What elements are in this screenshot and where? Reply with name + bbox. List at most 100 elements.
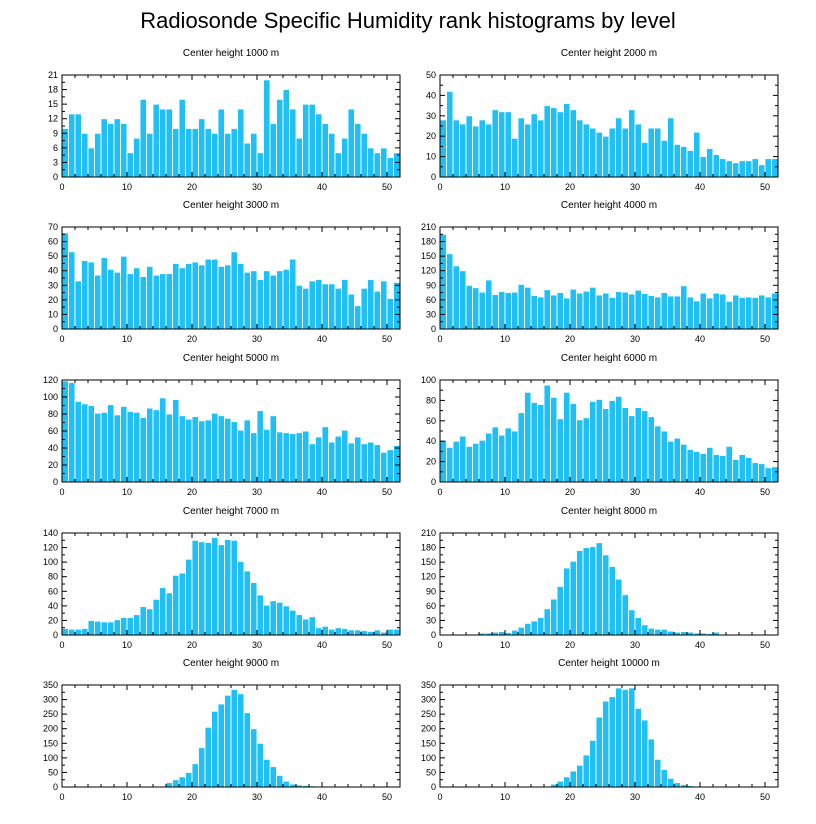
histogram-bar bbox=[107, 621, 115, 636]
x-tick-label: 10 bbox=[500, 792, 510, 802]
histogram-bar bbox=[654, 127, 662, 178]
y-tick-label: 350 bbox=[421, 680, 436, 690]
histogram-bar bbox=[185, 771, 193, 788]
histogram-bar bbox=[100, 118, 108, 178]
histogram-bar bbox=[302, 618, 310, 636]
histogram-bar bbox=[308, 616, 316, 636]
histogram-bar bbox=[634, 289, 642, 330]
x-tick-label: 50 bbox=[382, 182, 392, 192]
histogram-bar bbox=[569, 403, 577, 483]
histogram-bar bbox=[693, 131, 701, 178]
histogram-bar bbox=[315, 627, 323, 636]
x-tick-label: 40 bbox=[317, 334, 327, 344]
histogram-bar bbox=[602, 292, 610, 330]
histogram-bar bbox=[178, 415, 186, 483]
y-tick-label: 40 bbox=[426, 90, 436, 100]
histogram-bar bbox=[452, 119, 460, 178]
x-tick-label: 50 bbox=[382, 487, 392, 497]
histogram-bar bbox=[517, 283, 525, 330]
histogram-bar bbox=[367, 147, 375, 178]
histogram-bar bbox=[68, 382, 76, 483]
y-tick-label: 40 bbox=[48, 601, 58, 611]
histogram-bar bbox=[751, 462, 759, 483]
histogram-bar bbox=[341, 137, 349, 178]
histogram-bar bbox=[152, 409, 160, 483]
histogram-bar bbox=[491, 294, 499, 330]
histogram-bar bbox=[478, 291, 486, 330]
y-tick-label: 120 bbox=[43, 543, 58, 553]
histogram-bar bbox=[608, 296, 616, 330]
x-tick-label: 0 bbox=[437, 487, 442, 497]
histogram-bar bbox=[185, 418, 193, 483]
histogram-bar bbox=[133, 267, 141, 330]
histogram-bar bbox=[386, 628, 394, 636]
histogram-bar bbox=[680, 145, 688, 178]
histogram-bar bbox=[504, 111, 512, 178]
histogram-bar bbox=[686, 448, 694, 483]
histogram-bar bbox=[211, 536, 219, 636]
histogram-bar bbox=[764, 467, 772, 483]
histogram-bar bbox=[738, 296, 746, 330]
y-tick-label: 200 bbox=[43, 724, 58, 734]
histogram-bar bbox=[576, 419, 584, 483]
page-title: Radiosonde Specific Humidity rank histog… bbox=[140, 8, 676, 33]
histogram-bar bbox=[491, 426, 499, 483]
histogram-bar bbox=[582, 547, 590, 636]
histogram-bar bbox=[172, 779, 180, 788]
histogram-bar bbox=[211, 412, 219, 483]
histogram-bar bbox=[269, 123, 277, 178]
histogram-bar bbox=[94, 620, 102, 636]
histogram-bar bbox=[230, 688, 238, 788]
histogram-bar bbox=[452, 265, 460, 330]
y-tick-label: 350 bbox=[43, 680, 58, 690]
histogram-bar bbox=[732, 162, 740, 178]
histogram-bar bbox=[595, 294, 603, 330]
histogram-bar bbox=[667, 630, 675, 636]
histogram-bar bbox=[524, 286, 532, 330]
histogram-bar bbox=[647, 627, 655, 636]
histogram-bar bbox=[634, 707, 642, 788]
histogram-bar bbox=[569, 770, 577, 788]
histogram-bar bbox=[250, 270, 258, 330]
histogram-bar bbox=[289, 433, 297, 483]
histogram-bar bbox=[107, 268, 115, 330]
histogram-bar bbox=[393, 628, 401, 636]
x-tick-label: 40 bbox=[695, 640, 705, 650]
histogram-bar bbox=[628, 415, 636, 483]
histogram-bar bbox=[498, 631, 506, 636]
histogram-bar bbox=[667, 117, 675, 178]
histogram-bar bbox=[563, 297, 571, 330]
histogram-bar bbox=[172, 127, 180, 178]
chart-title: Center height 10000 m bbox=[558, 658, 660, 669]
histogram-bar bbox=[269, 274, 277, 330]
histogram-bar bbox=[686, 296, 694, 330]
histogram-bar bbox=[204, 258, 212, 330]
y-tick-label: 10 bbox=[426, 152, 436, 162]
histogram-bar bbox=[751, 296, 759, 330]
x-tick-label: 50 bbox=[382, 792, 392, 802]
x-tick-label: 30 bbox=[630, 792, 640, 802]
y-tick-label: 120 bbox=[421, 266, 436, 276]
histogram-bar bbox=[321, 625, 329, 636]
histogram-bar bbox=[654, 628, 662, 636]
y-tick-label: 40 bbox=[48, 266, 58, 276]
histogram-bar bbox=[113, 619, 121, 636]
histogram-bar bbox=[133, 614, 141, 636]
histogram-bar bbox=[537, 617, 545, 636]
histogram-bar bbox=[537, 296, 545, 330]
histogram-bar bbox=[152, 103, 160, 178]
histogram-bar bbox=[237, 108, 245, 178]
histogram-bar bbox=[315, 436, 323, 483]
x-tick-label: 0 bbox=[437, 182, 442, 192]
chart-panel-4: Center height 4000 m 0 10 20 30 40 50 0 30 60 90 12… bbox=[421, 200, 779, 344]
histogram-bar bbox=[732, 459, 740, 483]
y-tick-label: 0 bbox=[431, 172, 436, 182]
histogram-bar bbox=[459, 123, 467, 178]
histogram-bar bbox=[530, 620, 538, 636]
y-tick-label: 80 bbox=[48, 409, 58, 419]
histogram-bar bbox=[126, 617, 134, 636]
histogram-bar bbox=[660, 628, 668, 636]
histogram-bar bbox=[347, 293, 355, 330]
y-tick-label: 300 bbox=[43, 695, 58, 705]
histogram-bar bbox=[654, 425, 662, 483]
